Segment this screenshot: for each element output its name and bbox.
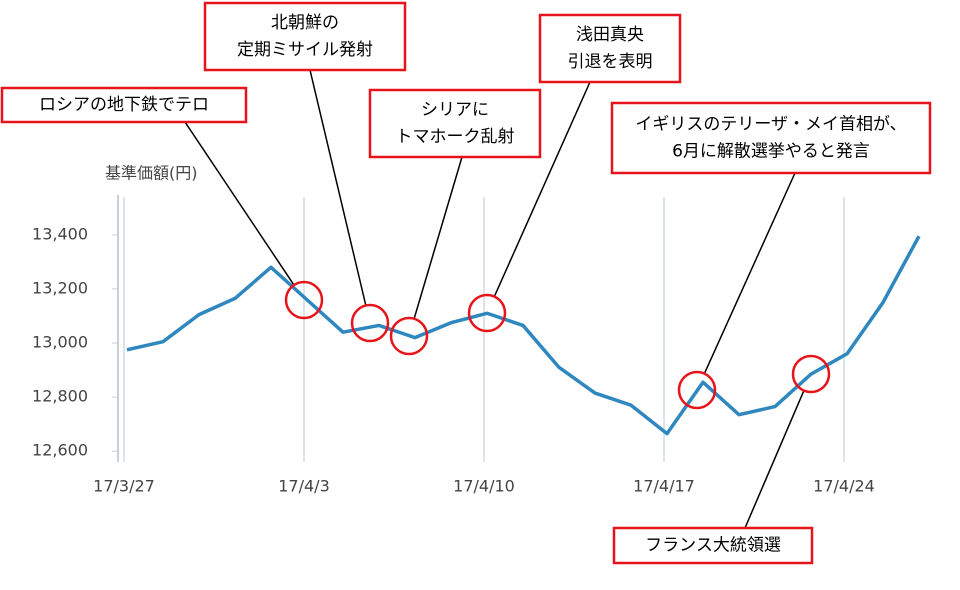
- x-tick-label: 17/4/10: [453, 477, 515, 496]
- pointer-line: [309, 69, 367, 306]
- annotation-text: 定期ミサイル発射: [237, 40, 373, 60]
- annotation-box: [203, 1, 407, 72]
- highlight-circle: [389, 316, 429, 356]
- pointer-line: [703, 172, 796, 374]
- annotation-box: [612, 526, 814, 565]
- y-tick-label: 12,800: [32, 387, 88, 406]
- annotation-text: 引退を表明: [568, 52, 653, 72]
- y-tick-label: 13,200: [32, 278, 88, 297]
- y-axis-label: 基準価額(円): [105, 164, 198, 183]
- annotation-text: フランス大統領選: [645, 536, 781, 556]
- x-tick-label: 17/4/24: [813, 477, 875, 496]
- x-tick-label: 17/4/3: [278, 477, 330, 496]
- annotation-text: 浅田真央: [576, 25, 644, 45]
- y-tick-label: 12,600: [32, 441, 88, 460]
- annotation-text: 北朝鮮の: [271, 13, 339, 33]
- highlight-circle: [677, 370, 717, 410]
- series-line: [126, 235, 921, 436]
- y-tick-label: 13,000: [32, 333, 88, 352]
- annotation-box: [538, 13, 682, 84]
- highlight-circle: [350, 303, 390, 343]
- annotation-box: [368, 88, 542, 159]
- pointer-line: [413, 156, 463, 319]
- annotation-text: トマホーク乱射: [396, 127, 515, 147]
- pointer-line: [493, 81, 591, 297]
- annotation-text: イギリスのテリーザ・メイ首相が、: [635, 115, 906, 135]
- annotation-text: ロシアの地下鉄でテロ: [39, 95, 209, 115]
- pointer-line: [744, 390, 805, 529]
- annotation-box: [610, 101, 932, 175]
- x-tick-label: 17/4/17: [633, 477, 695, 496]
- y-tick-label: 13,400: [32, 224, 88, 243]
- highlight-circle: [467, 293, 507, 333]
- highlight-circle: [791, 354, 831, 394]
- highlight-circle: [284, 280, 324, 320]
- annotation-text: シリアに: [421, 100, 489, 120]
- x-tick-label: 17/3/27: [93, 477, 155, 496]
- annotation-text: 6月に解散選挙やると発言: [672, 142, 870, 162]
- pointer-line: [184, 121, 295, 286]
- annotation-box: [0, 86, 248, 124]
